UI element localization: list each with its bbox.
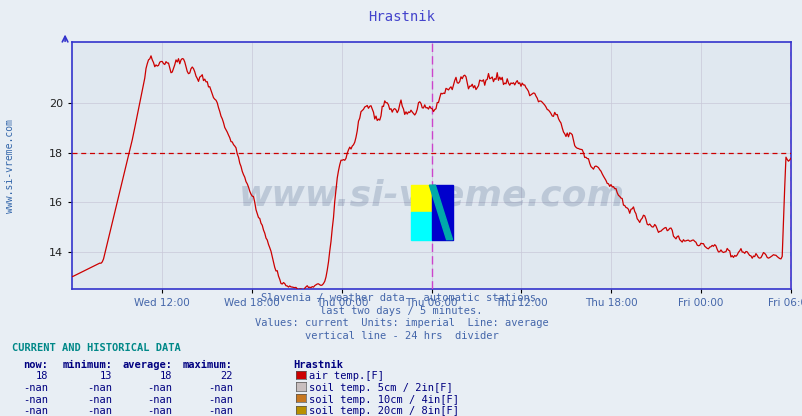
Text: maximum:: maximum: xyxy=(183,360,233,370)
Text: www.si-vreme.com: www.si-vreme.com xyxy=(238,178,624,212)
Text: 13: 13 xyxy=(99,371,112,381)
Text: -nan: -nan xyxy=(87,383,112,393)
Text: -nan: -nan xyxy=(208,406,233,416)
Text: -nan: -nan xyxy=(148,406,172,416)
Text: -nan: -nan xyxy=(23,406,48,416)
Text: -nan: -nan xyxy=(208,383,233,393)
Text: 22: 22 xyxy=(220,371,233,381)
Text: minimum:: minimum: xyxy=(63,360,112,370)
Text: last two days / 5 minutes.: last two days / 5 minutes. xyxy=(320,306,482,316)
Bar xyxy=(431,185,452,240)
Text: -nan: -nan xyxy=(23,395,48,405)
Text: vertical line - 24 hrs  divider: vertical line - 24 hrs divider xyxy=(304,331,498,341)
Text: -nan: -nan xyxy=(23,383,48,393)
Text: -nan: -nan xyxy=(148,383,172,393)
Text: Hrastnik: Hrastnik xyxy=(293,360,342,370)
Text: 18: 18 xyxy=(35,371,48,381)
Bar xyxy=(410,213,431,240)
Text: now:: now: xyxy=(23,360,48,370)
Text: soil temp. 5cm / 2in[F]: soil temp. 5cm / 2in[F] xyxy=(309,383,452,393)
Text: Slovenia / weather data - automatic stations.: Slovenia / weather data - automatic stat… xyxy=(261,293,541,303)
Text: -nan: -nan xyxy=(148,395,172,405)
Text: -nan: -nan xyxy=(87,395,112,405)
Text: Hrastnik: Hrastnik xyxy=(367,10,435,25)
Text: air temp.[F]: air temp.[F] xyxy=(309,371,383,381)
Text: CURRENT AND HISTORICAL DATA: CURRENT AND HISTORICAL DATA xyxy=(12,343,180,353)
Text: 18: 18 xyxy=(160,371,172,381)
Bar xyxy=(410,185,431,213)
Text: soil temp. 20cm / 8in[F]: soil temp. 20cm / 8in[F] xyxy=(309,406,459,416)
Polygon shape xyxy=(429,185,452,240)
Text: www.si-vreme.com: www.si-vreme.com xyxy=(5,119,14,213)
Text: Values: current  Units: imperial  Line: average: Values: current Units: imperial Line: av… xyxy=(254,318,548,328)
Text: average:: average: xyxy=(123,360,172,370)
Text: -nan: -nan xyxy=(208,395,233,405)
Text: -nan: -nan xyxy=(87,406,112,416)
Text: soil temp. 10cm / 4in[F]: soil temp. 10cm / 4in[F] xyxy=(309,395,459,405)
